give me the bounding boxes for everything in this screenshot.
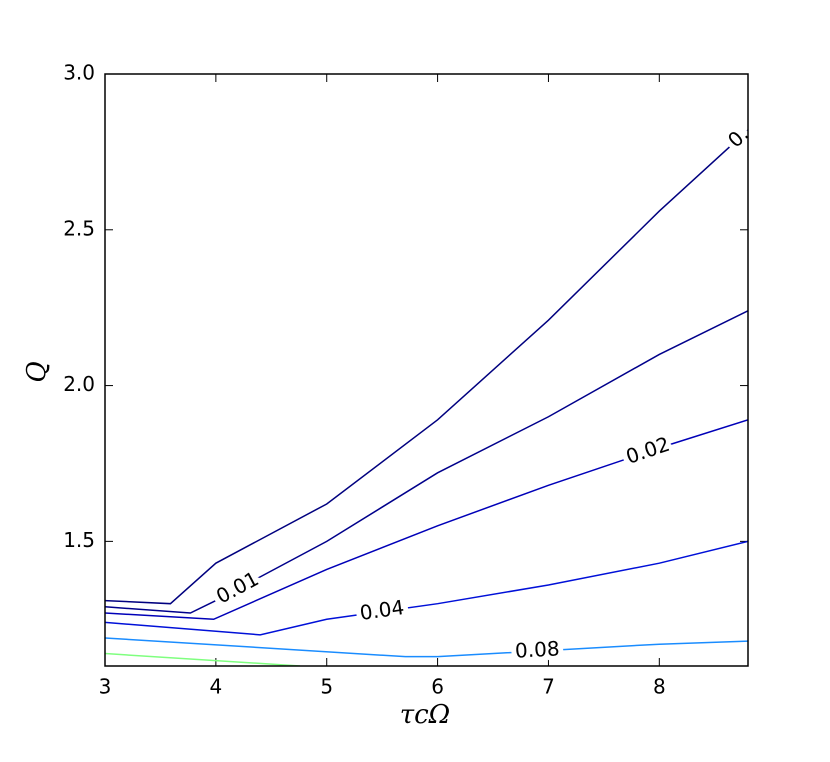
y-tick-label: 1.5 (63, 528, 95, 552)
contour-label: 0.02 (623, 432, 673, 469)
contour-line (105, 652, 301, 666)
contour-line (105, 310, 748, 614)
contour-line (105, 129, 748, 605)
contour-line (105, 419, 748, 621)
x-tick-label: 3 (99, 675, 112, 699)
y-tick-label: 2.5 (63, 216, 95, 240)
contour-label: 0.04 (358, 595, 405, 625)
y-axis-label: Q (22, 361, 52, 382)
contour-line (105, 637, 748, 658)
x-tick-label: 6 (431, 675, 444, 699)
plot-frame (104, 73, 749, 667)
contour-label: 0.01 (212, 566, 263, 608)
x-tick-label: 7 (542, 675, 555, 699)
y-tick-label: 3.0 (63, 61, 95, 85)
plot-area: 0.0.010.020.040.08 (105, 117, 748, 666)
contour-line (105, 540, 748, 636)
contour-label: 0.08 (514, 636, 560, 662)
x-tick-label: 8 (653, 675, 666, 699)
y-tick-label: 2.0 (63, 372, 95, 396)
x-tick-label: 5 (320, 675, 333, 699)
x-axis-label: τcΩ (400, 700, 451, 730)
x-tick-label: 4 (209, 675, 222, 699)
